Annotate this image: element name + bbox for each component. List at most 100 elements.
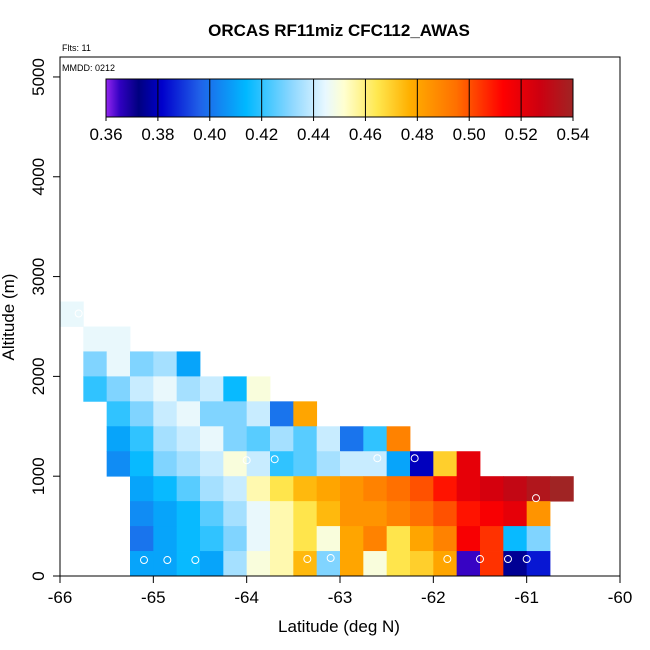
heatmap-cell bbox=[363, 551, 388, 577]
heatmap-cell bbox=[340, 476, 364, 502]
heatmap-cell bbox=[176, 551, 201, 577]
heatmap-cell bbox=[386, 451, 411, 477]
sample-marker bbox=[140, 556, 148, 565]
sample-marker bbox=[504, 555, 512, 564]
heatmap-cell bbox=[176, 401, 201, 427]
sample-marker bbox=[443, 555, 452, 564]
heatmap-cell bbox=[106, 376, 131, 402]
heatmap-cell bbox=[386, 476, 411, 502]
heatmap-cell bbox=[200, 476, 224, 502]
heatmap-cell bbox=[130, 476, 154, 502]
heatmap-cell bbox=[433, 501, 458, 527]
heatmap-cell bbox=[246, 501, 271, 527]
heatmap-cell bbox=[223, 401, 248, 427]
samples-layer bbox=[74, 309, 540, 565]
heatmap-cell bbox=[153, 501, 178, 527]
x-tick-label: -61 bbox=[514, 588, 539, 607]
heatmap-cell bbox=[270, 526, 294, 552]
heatmap-cell bbox=[106, 451, 131, 477]
flights-note: Flts: 11 bbox=[62, 43, 91, 53]
y-tick-label: 2000 bbox=[29, 357, 48, 395]
heatmap-cell bbox=[176, 376, 201, 402]
heatmap-cell bbox=[410, 451, 434, 477]
heatmap-cell bbox=[340, 451, 364, 477]
sample-marker bbox=[270, 455, 279, 464]
heatmap-cell bbox=[316, 451, 341, 477]
heatmap-cell bbox=[223, 451, 248, 477]
heatmap-cell bbox=[316, 501, 341, 527]
heatmap-cell bbox=[223, 376, 248, 402]
heatmap-cell bbox=[176, 526, 201, 552]
x-axis-label: Latitude (deg N) bbox=[278, 617, 400, 636]
heatmap-cell bbox=[386, 426, 411, 452]
heatmap-cell bbox=[153, 426, 178, 452]
heatmap-cell bbox=[246, 526, 271, 552]
heatmap-cell bbox=[153, 551, 178, 577]
y-tick-label: 3000 bbox=[29, 258, 48, 296]
heatmap-cell bbox=[130, 526, 154, 552]
heatmap-cell bbox=[200, 526, 224, 552]
sample-marker bbox=[326, 554, 335, 563]
heatmap-cell bbox=[293, 501, 318, 527]
heatmap-cell bbox=[480, 551, 504, 577]
heatmap-cell bbox=[293, 401, 318, 427]
heatmap-cell bbox=[503, 501, 528, 527]
sample-marker bbox=[522, 555, 531, 564]
heatmap-cell bbox=[83, 351, 108, 377]
heatmap-cell bbox=[270, 551, 294, 577]
y-tick-label: 0 bbox=[29, 571, 48, 580]
heatmap-cell bbox=[526, 526, 551, 552]
heatmap-cell bbox=[176, 426, 201, 452]
colorbar-ticks: 0.36 0.38 0.40 0.42 0.44 0.46 0.48 0.50 0.52 0.54 bbox=[89, 117, 590, 144]
heatmap-cell bbox=[503, 551, 528, 577]
colorbar-tick-label: 0.42 bbox=[245, 125, 278, 144]
colorbar: 0.36 0.38 0.40 0.42 0.44 0.46 0.48 0.50 0.52 0.54 bbox=[89, 78, 590, 144]
heatmap-cell bbox=[130, 501, 154, 527]
x-tick-label: -60 bbox=[608, 588, 633, 607]
heatmap-cell bbox=[130, 551, 154, 577]
heatmap-cell bbox=[153, 451, 178, 477]
heatmap-cell bbox=[363, 426, 388, 452]
heatmap-cell bbox=[83, 326, 108, 352]
heatmap-cell bbox=[503, 476, 528, 502]
heatmap-cell bbox=[223, 551, 248, 577]
heatmap-cell bbox=[293, 551, 318, 577]
sample-marker bbox=[532, 494, 540, 503]
heatmap-cell bbox=[270, 451, 294, 477]
heatmap-cell bbox=[293, 451, 318, 477]
sample-marker bbox=[163, 556, 172, 565]
x-axis: -66 -65 -64 -63 -62 -61 -60 bbox=[48, 576, 633, 607]
y-tick-label: 1000 bbox=[29, 457, 48, 495]
colorbar-tick-label: 0.38 bbox=[141, 125, 174, 144]
heatmap-cell bbox=[83, 376, 108, 402]
heatmap-cell bbox=[246, 376, 271, 402]
colorbar-tick-label: 0.40 bbox=[193, 125, 226, 144]
heatmap-cell bbox=[176, 351, 201, 377]
sample-marker bbox=[373, 454, 382, 463]
y-tick-label: 4000 bbox=[29, 158, 48, 196]
colorbar-tick-label: 0.50 bbox=[453, 125, 486, 144]
heatmap-cell bbox=[130, 451, 154, 477]
cells-layer bbox=[60, 301, 574, 577]
heatmap-cell bbox=[456, 451, 481, 477]
heatmap-cell bbox=[106, 326, 131, 352]
heatmap-cell bbox=[456, 501, 481, 527]
colorbar-tick-label: 0.36 bbox=[89, 125, 122, 144]
heatmap-cell bbox=[316, 426, 341, 452]
heatmap-cell bbox=[130, 401, 154, 427]
heatmap-cell bbox=[153, 401, 178, 427]
heatmap-cell bbox=[386, 501, 411, 527]
heatmap-cell bbox=[293, 426, 318, 452]
heatmap-cell bbox=[60, 301, 84, 327]
sample-marker bbox=[476, 555, 484, 564]
heatmap-cell bbox=[106, 426, 131, 452]
heatmap-cell bbox=[270, 426, 294, 452]
heatmap-cell bbox=[200, 551, 224, 577]
heatmap-cell bbox=[363, 476, 388, 502]
colorbar-dividers bbox=[157, 79, 522, 117]
heatmap-cell bbox=[153, 376, 178, 402]
heatmap-cell bbox=[223, 426, 248, 452]
heatmap-cell bbox=[246, 551, 271, 577]
heatmap-cell bbox=[410, 501, 434, 527]
